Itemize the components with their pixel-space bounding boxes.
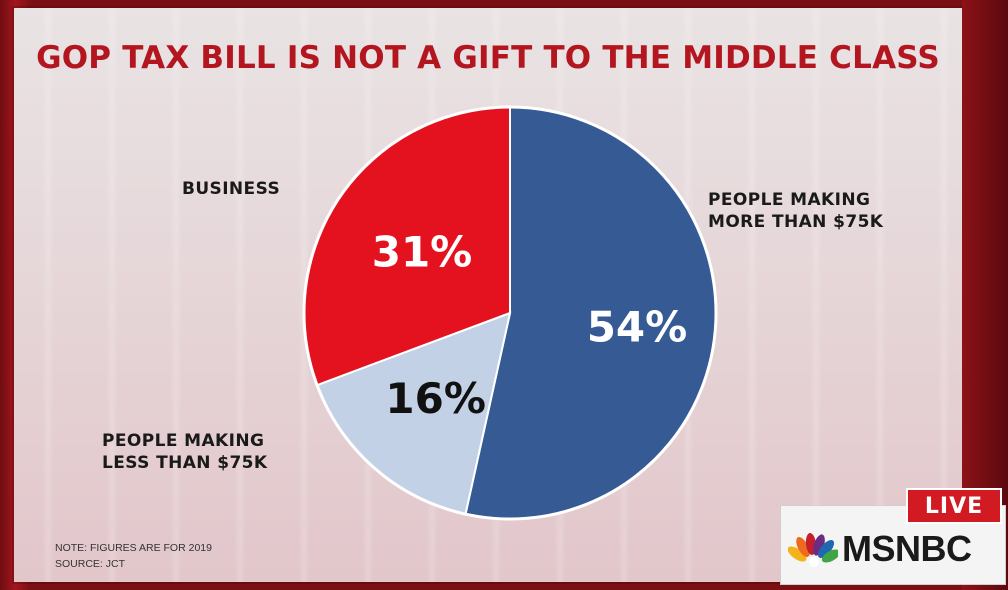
note-line: NOTE: FIGURES ARE FOR 2019 [55,542,212,554]
pie-value-label-2: 31% [372,227,473,276]
label-less-line2: LESS THAN $75K [102,453,268,473]
peacock-icon [788,533,838,567]
label-business-line1: BUSINESS [182,179,281,199]
label-business: BUSINESS [182,178,280,200]
label-more-than-75k: PEOPLE MAKING MORE THAN $75K [708,189,883,233]
pie-value-label-0: 54% [587,302,688,351]
live-badge: LIVE [906,488,1002,524]
source-line: SOURCE: JCT [55,558,126,570]
label-more-line1: PEOPLE MAKING [708,190,871,210]
label-less-line1: PEOPLE MAKING [102,431,265,451]
source-note: NOTE: FIGURES ARE FOR 2019 SOURCE: JCT [55,540,212,572]
label-less-than-75k: PEOPLE MAKING LESS THAN $75K [102,430,267,474]
label-more-line2: MORE THAN $75K [708,212,884,232]
pie-outline [302,105,718,521]
pie-value-label-1: 16% [385,374,486,423]
network-name: MSNBC [842,528,972,569]
chart-title: GOP TAX BILL IS NOT A GIFT TO THE MIDDLE… [36,40,940,76]
